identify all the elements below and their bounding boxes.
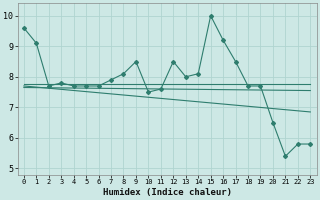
X-axis label: Humidex (Indice chaleur): Humidex (Indice chaleur)	[103, 188, 232, 197]
